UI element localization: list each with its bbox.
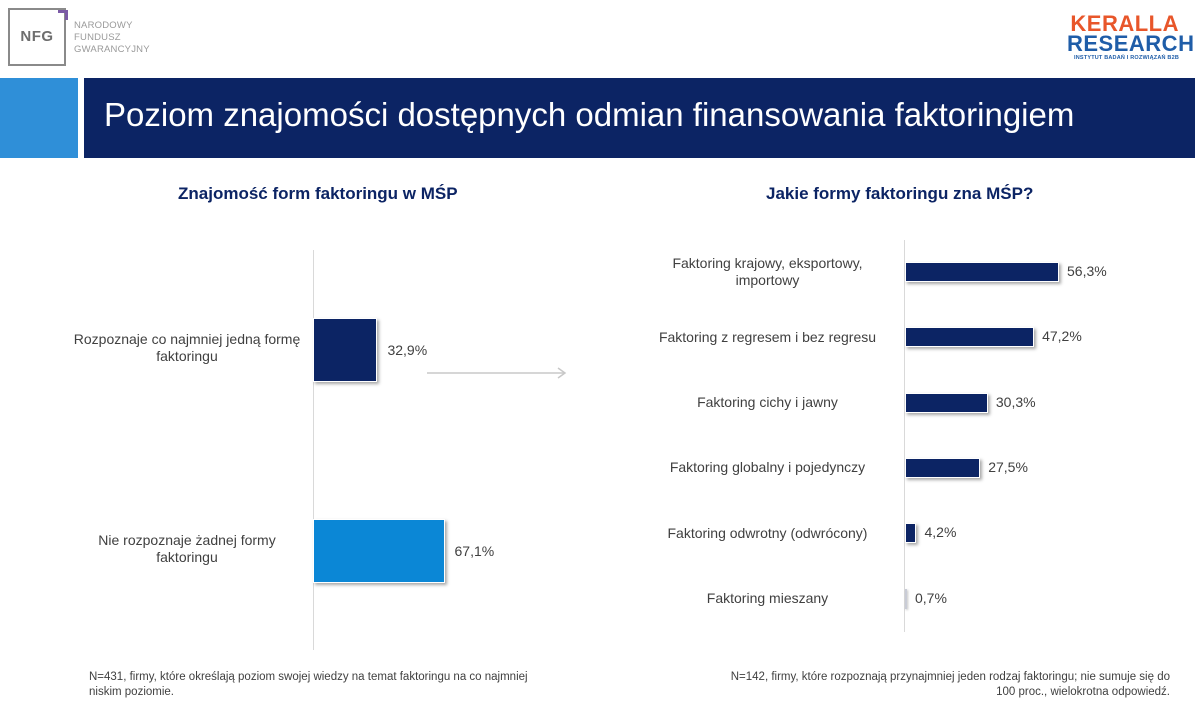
keralla-logo-line2: RESEARCH [1067,31,1195,56]
page-title: Poziom znajomości dostępnych odmian fina… [104,96,1075,133]
bar-right-1 [905,262,1059,282]
value-label-right-5: 4,2% [924,524,957,541]
value-label-left-2: 67,1% [454,543,495,559]
left-chart-axis [313,250,314,650]
category-label-left-2: Nie rozpoznaje żadnej formy faktoringu [98,532,276,565]
bar-right-2 [905,327,1035,348]
title-accent-block [0,78,78,158]
nfg-logo-mark: NFG [20,28,54,45]
nfg-logo: NFG NARODOWY FUNDUSZ GWARANCYJNY [8,8,158,68]
category-label-right-5: Faktoring odwrotny (odwrócony) [667,524,868,541]
bar-left-1 [313,318,378,382]
title-band [84,78,1195,158]
value-label-right-2: 47,2% [1042,328,1082,345]
value-label-right-3: 30,3% [995,393,1036,410]
category-label-right-2: Faktoring z regresem i bez regresu [658,328,877,345]
left-chart-title: Znajomość form faktoringu w MŚP [178,184,458,203]
value-label-left-1: 32,9% [387,342,428,358]
category-label-right-6: Faktoring mieszany [706,590,829,606]
category-label-right-1: Faktoring krajowy, eksportowy, importowy [672,255,863,288]
nfg-logo-accent [58,10,68,20]
right-chart-axis [904,240,905,632]
bar-right-4 [905,457,981,478]
nfg-logo-box: NFG [8,8,66,66]
bar-right-5 [905,523,917,544]
category-label-right-4: Faktoring globalny i pojedynczy [669,459,866,476]
category-label-right-3: Faktoring cichy i jawny [697,394,838,411]
left-chart-note: N=431, firmy, które określają poziom swo… [89,671,528,698]
category-label-left-1: Rozpoznaje co najmniej jedną formę fakto… [73,331,301,364]
arrow-icon [427,367,567,379]
nfg-logo-name: NARODOWY FUNDUSZ GWARANCYJNY [74,20,150,55]
right-chart-title: Jakie formy faktoringu zna MŚP? [766,184,1034,203]
bar-right-3 [905,392,988,413]
keralla-logo: KERALLA RESEARCH INSTYTUT BADAŃ I ROZWIĄ… [1067,11,1195,63]
value-label-right-6: 0,7% [915,589,947,606]
bar-left-2 [313,519,445,583]
bar-right-6 [905,588,907,609]
value-label-right-4: 27,5% [988,458,1028,475]
keralla-logo-line1: KERALLA [1070,11,1179,36]
right-chart-note: N=142, firmy, które rozpoznają przynajmn… [730,671,1170,698]
keralla-logo-tagline: INSTYTUT BADAŃ I ROZWIĄZAŃ B2B [1074,55,1179,61]
value-label-right-1: 56,3% [1067,263,1107,279]
